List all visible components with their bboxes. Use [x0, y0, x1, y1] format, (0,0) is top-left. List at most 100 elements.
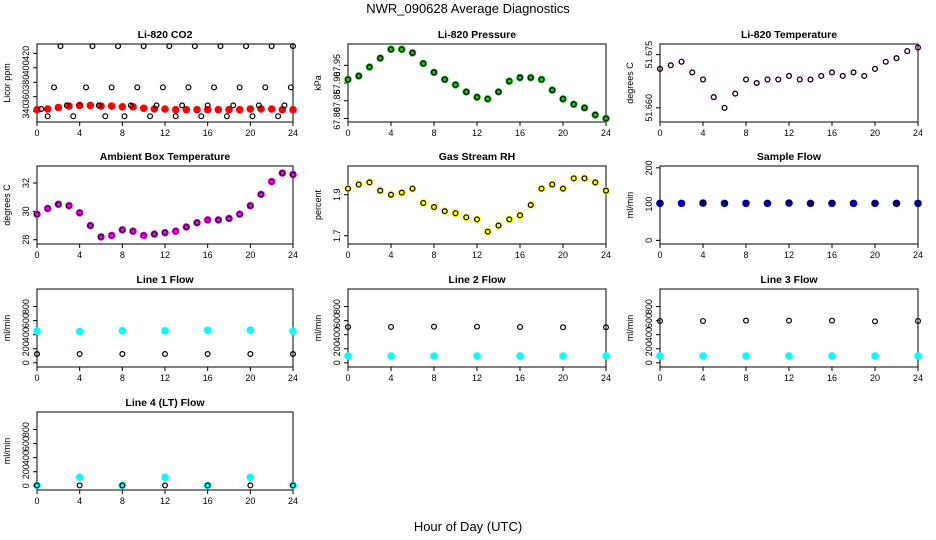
panel-title: Ambient Box Temperature [100, 151, 231, 163]
data-point [262, 84, 269, 91]
data-point [667, 62, 674, 69]
data-point [678, 200, 685, 207]
data-point [699, 317, 706, 324]
data-point [162, 351, 169, 358]
y-tick-label: 200 [332, 341, 342, 356]
data-point [179, 102, 186, 109]
data-point [689, 69, 696, 76]
x-tick-label: 0 [345, 373, 350, 383]
data-point [65, 202, 72, 209]
data-point [182, 105, 191, 114]
panel-title: Gas Stream RH [439, 151, 515, 163]
data-point [818, 72, 825, 79]
data-point [172, 113, 179, 120]
y-axis-label: percent [313, 189, 323, 220]
data-point [527, 74, 534, 81]
data-point [581, 104, 588, 111]
y-tick-label: 200 [644, 341, 654, 356]
data-point [764, 76, 771, 83]
data-point [387, 352, 395, 360]
data-point [115, 43, 122, 50]
data-point [230, 102, 237, 109]
data-point [255, 102, 262, 109]
y-axis-label: ml/min [2, 315, 12, 342]
data-point [388, 191, 395, 198]
y-tick-label: 800 [644, 299, 654, 314]
panel-title: Line 3 Flow [760, 274, 818, 286]
data-point [861, 72, 868, 79]
data-point [130, 228, 137, 235]
data-point [656, 65, 663, 72]
data-point [183, 223, 190, 230]
data-point [699, 352, 707, 360]
data-point [742, 76, 749, 83]
data-point [86, 101, 95, 110]
figure-xlabel: Hour of Day (UTC) [414, 519, 522, 534]
data-point [871, 200, 878, 207]
data-point [258, 191, 265, 198]
x-tick-label: 16 [515, 128, 525, 138]
data-point [914, 317, 921, 324]
data-point [172, 228, 179, 235]
data-point [33, 482, 40, 489]
x-tick-label: 8 [120, 496, 125, 506]
y-tick-label: 67.80 [332, 107, 342, 130]
data-point [807, 200, 814, 207]
data-point [441, 76, 448, 83]
figure-title: NWR_090628 Average Diagnostics [366, 1, 570, 16]
data-point [191, 43, 198, 50]
data-point [430, 352, 438, 360]
data-point [54, 103, 63, 112]
x-tick-label: 16 [827, 373, 837, 383]
x-tick-label: 24 [601, 373, 611, 383]
data-point [473, 352, 481, 360]
series-1 [345, 175, 609, 235]
data-point [828, 200, 835, 207]
data-point [764, 200, 771, 207]
x-tick-label: 8 [743, 128, 748, 138]
data-point [217, 43, 224, 50]
data-point [914, 200, 921, 207]
data-point [602, 324, 609, 331]
data-point [107, 102, 116, 110]
data-point [204, 102, 211, 109]
y-axis-label: ml/min [2, 438, 12, 465]
y-tick-label: 100 [644, 197, 654, 212]
y-tick-label: 0 [332, 360, 342, 365]
data-point [44, 205, 51, 212]
data-point [76, 102, 83, 109]
data-point [247, 482, 254, 489]
data-point [119, 351, 126, 358]
data-point [118, 327, 127, 335]
data-point [549, 181, 556, 188]
data-point [223, 113, 230, 120]
y-tick-label: 400 [21, 450, 31, 465]
data-point [678, 58, 685, 65]
x-tick-label: 24 [913, 373, 923, 383]
data-point [121, 113, 128, 120]
data-point [119, 482, 126, 489]
series-1 [33, 482, 297, 489]
y-tick-label: 51.675 [644, 41, 654, 69]
panel-title: Line 4 (LT) Flow [125, 397, 205, 409]
x-tick-label: 16 [203, 373, 213, 383]
y-tick-label: 0 [21, 360, 31, 365]
x-tick-label: 8 [431, 373, 436, 383]
data-point [290, 351, 297, 358]
data-point [474, 216, 481, 223]
data-point [166, 43, 173, 50]
data-point [185, 84, 192, 91]
y-tick-label: 200 [21, 464, 31, 479]
data-point [506, 216, 513, 223]
data-point [516, 74, 523, 81]
panel-line3: Line 3 Flow ml/min 0 4 8 12 16 20 24 0 20040060080… [625, 274, 923, 383]
data-point [431, 69, 438, 76]
data-point [850, 200, 857, 207]
series-1 [345, 46, 609, 122]
x-tick-label: 12 [160, 250, 170, 260]
data-point [51, 84, 58, 91]
data-point [549, 87, 556, 94]
y-tick-label: 400 [21, 327, 31, 342]
data-point [215, 216, 222, 223]
x-tick-label: 0 [345, 128, 350, 138]
